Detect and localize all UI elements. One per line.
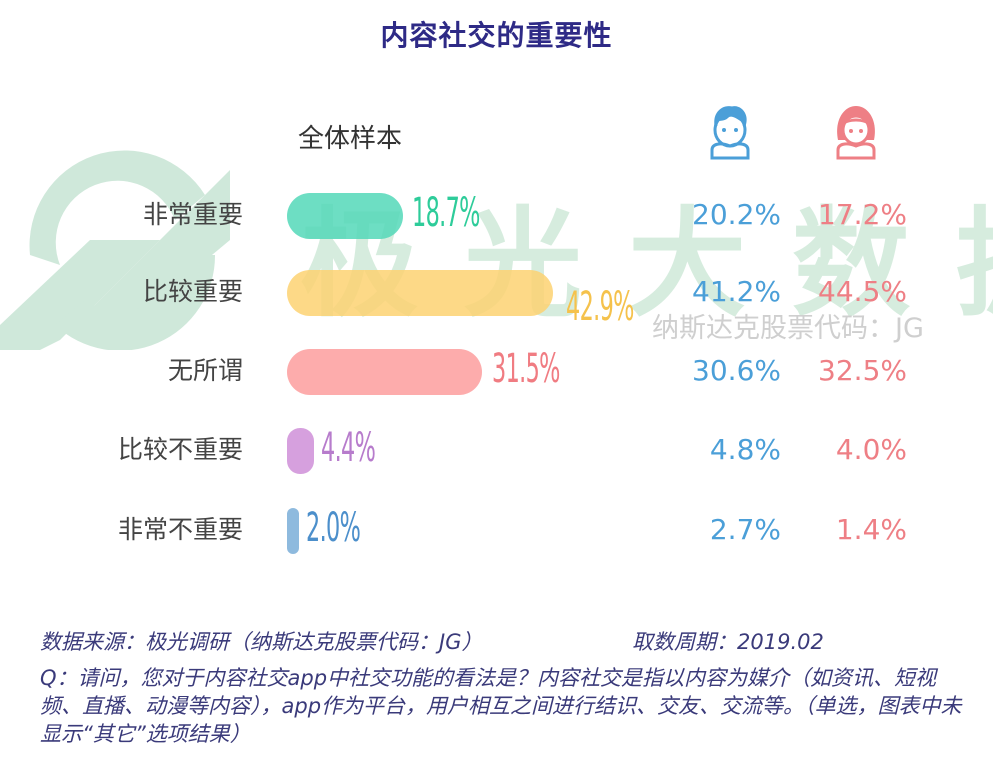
total-bar [287,428,314,474]
total-bar [287,508,299,554]
survey-question: Q：请问，您对于内容社交app中社交功能的看法是？内容社交是指以内容为媒介（如资… [40,666,962,746]
male-value: 4.8% [709,433,781,466]
total-bar [287,270,553,316]
watermark-subtext: 纳斯达克股票代码：JG [652,313,924,344]
male-avatar-icon [710,106,750,160]
male-value: 41.2% [692,275,781,308]
category-label: 无所谓 [167,356,243,385]
female-value: 17.2% [818,198,907,231]
male-value: 2.7% [709,513,781,546]
female-value: 44.5% [818,275,907,308]
chart-row: 比较重要 42.9% 41.2% 44.5% [0,262,993,330]
data-source: 数据来源：极光调研（纳斯达克股票代码：JG） [40,630,483,654]
chart-title: 内容社交的重要性 [380,19,613,52]
total-bar [287,193,403,239]
female-value: 32.5% [818,354,907,387]
chart-row: 无所谓 31.5% 30.6% 32.5% [0,341,993,401]
watermark-logo-icon [0,150,230,350]
total-bar [287,349,482,395]
male-value: 30.6% [692,354,781,387]
category-label: 非常不重要 [117,515,243,544]
category-label: 比较不重要 [117,435,243,464]
total-value: 31.5% [492,346,560,392]
total-value: 2.0% [306,505,361,551]
male-value: 20.2% [692,198,781,231]
female-value: 1.4% [835,513,907,546]
total-value: 42.9% [566,284,634,330]
chart-row: 非常不重要 2.0% 2.7% 1.4% [0,500,993,560]
total-sample-label: 全体样本 [298,124,403,154]
total-value: 4.4% [321,425,376,471]
female-value: 4.0% [835,433,907,466]
chart-row: 非常重要 18.7% 20.2% 17.2% [0,185,993,245]
category-label: 比较重要 [142,277,243,306]
female-avatar-icon [836,106,876,160]
chart-row: 比较不重要 4.4% 4.8% 4.0% [0,420,993,480]
data-period: 取数周期：2019.02 [632,630,824,654]
category-label: 非常重要 [142,200,243,229]
total-value: 18.7% [412,190,480,236]
